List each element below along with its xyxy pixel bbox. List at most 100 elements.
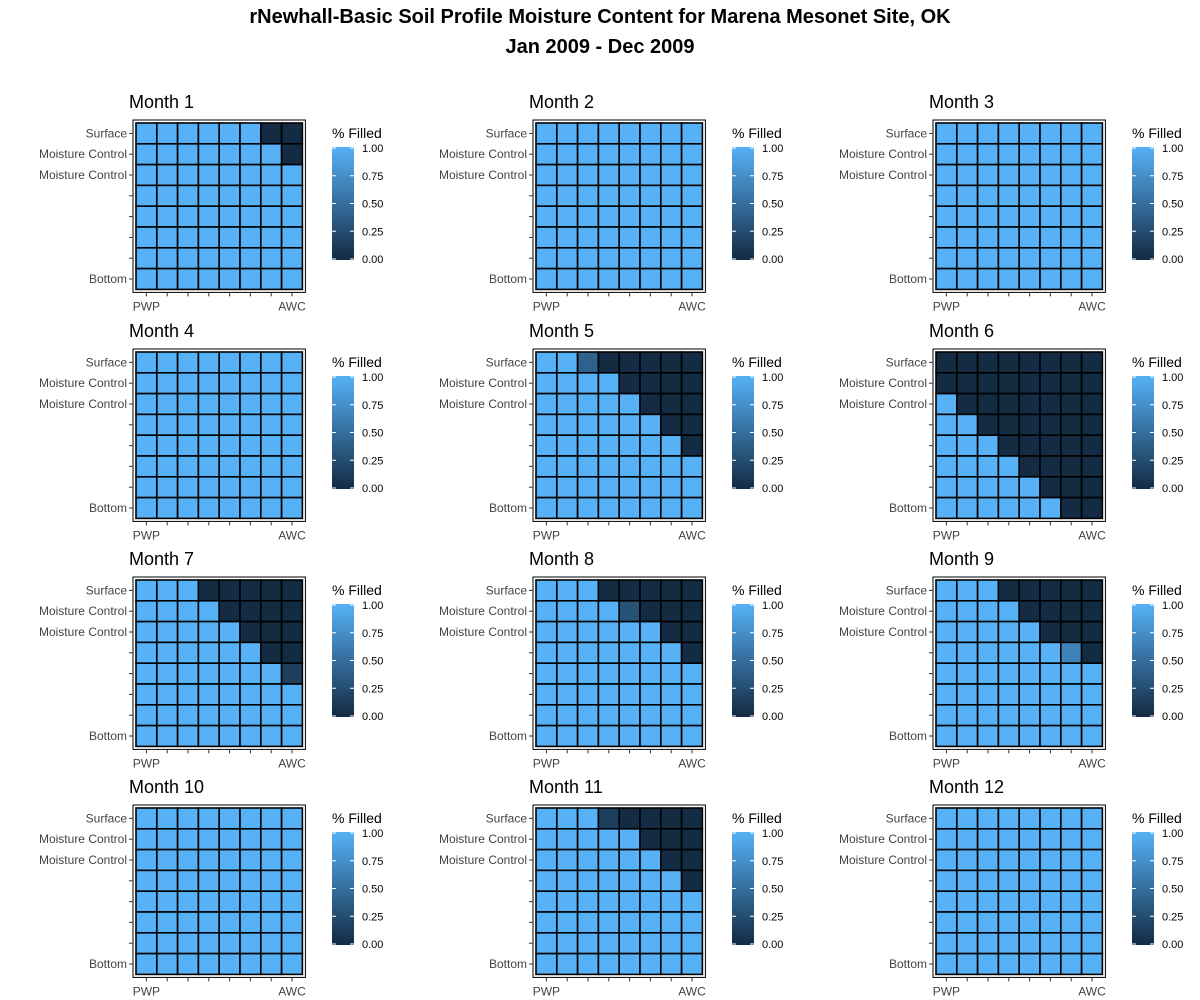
heatmap-cell: [618, 848, 641, 872]
heatmap-cell: [618, 413, 641, 436]
heatmap-cell: [659, 184, 683, 207]
heatmap-cell: [1018, 703, 1041, 727]
heatmap-cell: [218, 122, 241, 145]
heatmap-cell: [535, 413, 558, 436]
heatmap-cell: [197, 434, 220, 457]
heatmap-cell: [555, 724, 579, 748]
heatmap-cell: [639, 226, 662, 249]
heatmap-cell: [280, 351, 304, 374]
heatmap-cell: [639, 475, 662, 499]
heatmap-cell: [659, 371, 683, 395]
heatmap-cell: [555, 890, 579, 913]
heatmap-cell: [535, 475, 558, 499]
legend-tick-label: 0.75: [1162, 856, 1183, 868]
heatmap-cell: [680, 247, 704, 270]
heatmap-cell: [659, 827, 683, 851]
legend-tick-label: 0.00: [762, 711, 783, 723]
heatmap-cell: [1080, 205, 1104, 228]
heatmap-cell: [135, 371, 158, 395]
heatmap-cell: [135, 455, 158, 478]
heatmap-cell: [1018, 641, 1041, 665]
legend-tick-label: 0.50: [1162, 884, 1183, 896]
heatmap-cell: [955, 143, 979, 166]
heatmap-cell: [639, 869, 662, 893]
heatmap-cell: [1060, 371, 1083, 395]
heatmap-cell: [955, 434, 979, 457]
y-tick-label: Bottom: [489, 501, 527, 515]
heatmap-cell: [1080, 475, 1104, 499]
heatmap-cell: [197, 827, 220, 851]
heatmap-cell: [639, 247, 662, 270]
heatmap-cell: [239, 911, 262, 934]
legend-title: % Filled: [732, 582, 782, 598]
heatmap-cell: [576, 205, 600, 228]
heatmap-cell: [176, 703, 200, 727]
heatmap-cell: [197, 579, 220, 602]
legend-tick-label: 0.00: [1162, 254, 1183, 266]
heatmap-cell: [680, 205, 704, 228]
heatmap-cell: [1018, 351, 1041, 374]
legend-tick-label: 0.25: [362, 683, 383, 695]
heatmap-cell: [535, 641, 558, 665]
heatmap-cell: [935, 475, 958, 499]
legend-tick-label: 0.75: [362, 171, 383, 183]
heatmap-cell: [555, 848, 579, 872]
heatmap-cell: [1018, 662, 1041, 685]
heatmap-cell: [176, 351, 200, 374]
heatmap-cell: [680, 952, 704, 976]
heatmap-cell: [659, 413, 683, 436]
x-tick-label: PWP: [933, 299, 960, 313]
heatmap-cell: [1018, 455, 1041, 478]
heatmap-cell: [197, 163, 220, 187]
heatmap-cell: [535, 911, 558, 934]
heatmap-cell: [535, 827, 558, 851]
heatmap-cell: [659, 143, 683, 166]
heatmap-cell: [997, 413, 1021, 436]
heatmap-cell: [955, 371, 979, 395]
heatmap-cell: [976, 952, 1000, 976]
heatmap-cell: [535, 143, 558, 166]
heatmap-cell: [976, 827, 1000, 851]
heatmap-cell: [1039, 371, 1062, 395]
heatmap-cell: [1080, 434, 1104, 457]
legend-tick-label: 0.00: [1162, 483, 1183, 495]
heatmap-cell: [997, 496, 1021, 520]
chart-title: rNewhall-Basic Soil Profile Moisture Con…: [249, 6, 951, 28]
heatmap-cell: [535, 205, 558, 228]
heatmap-cell: [280, 496, 304, 520]
heatmap-cell: [935, 184, 958, 207]
y-tick-label: Moisture Control: [39, 376, 127, 390]
heatmap-cell: [197, 205, 220, 228]
heatmap-cell: [535, 371, 558, 395]
heatmap-cell: [576, 371, 600, 395]
heatmap-cell: [576, 599, 600, 623]
heatmap-cell: [639, 143, 662, 166]
heatmap-cell: [997, 267, 1021, 291]
heatmap-cell: [280, 599, 304, 623]
heatmap-cell: [997, 184, 1021, 207]
heatmap-cell: [218, 599, 241, 623]
heatmap-cell: [976, 703, 1000, 727]
heatmap-cell: [618, 620, 641, 644]
heatmap-cell: [997, 869, 1021, 893]
heatmap-cell: [997, 163, 1021, 187]
panel-title: Month 10: [129, 777, 204, 797]
y-tick-label: Moisture Control: [439, 604, 527, 618]
heatmap-cell: [218, 724, 241, 748]
heatmap-cell: [259, 351, 283, 374]
heatmap-cell: [1060, 662, 1083, 685]
heatmap-cell: [135, 184, 158, 207]
x-tick-label: PWP: [933, 984, 960, 998]
heatmap-cell: [280, 931, 304, 955]
heatmap-cell: [197, 455, 220, 478]
heatmap-cell: [576, 620, 600, 644]
heatmap-cell: [259, 703, 283, 727]
heatmap-cell: [197, 620, 220, 644]
heatmap-cell: [976, 683, 1000, 706]
heatmap-cell: [176, 931, 200, 955]
chart-subtitle: Jan 2009 - Dec 2009: [505, 36, 695, 58]
heatmap-cell: [239, 931, 262, 955]
heatmap-cell: [1060, 724, 1083, 748]
heatmap-cell: [639, 827, 662, 851]
heatmap-cell: [135, 205, 158, 228]
